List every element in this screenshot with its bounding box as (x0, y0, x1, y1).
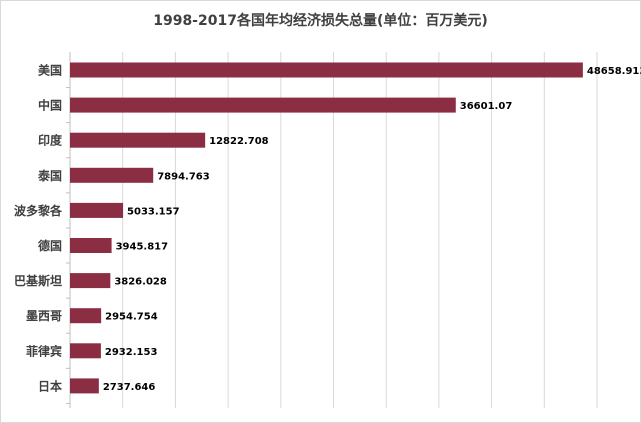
bar (70, 273, 111, 289)
value-label: 7894.763 (157, 171, 210, 182)
category-label: 日本 (38, 378, 62, 393)
category-label: 墨西哥 (26, 309, 62, 323)
value-label: 5033.157 (127, 206, 180, 217)
chart-title: 1998-2017各国年均经济损失总量(单位：百万美元) (153, 13, 488, 29)
category-label: 泰国 (37, 168, 62, 183)
value-label: 2954.754 (105, 312, 158, 323)
bar (70, 343, 101, 359)
value-label: 36601.07 (460, 101, 513, 112)
category-label: 美国 (38, 63, 62, 78)
bar (70, 62, 583, 78)
value-label: 2737.646 (103, 382, 156, 393)
category-label: 德国 (38, 238, 62, 253)
category-label: 巴基斯坦 (14, 273, 62, 288)
bar (70, 167, 154, 183)
bar (70, 97, 456, 113)
value-label: 3945.817 (116, 242, 169, 253)
value-label: 48658.913 (587, 66, 641, 77)
value-label: 12822.708 (209, 136, 269, 147)
bar (70, 378, 99, 394)
bar (70, 238, 112, 253)
value-label: 2932.153 (105, 347, 158, 358)
category-label: 波多黎各 (14, 203, 63, 218)
bar (70, 308, 102, 324)
category-label: 印度 (38, 133, 63, 148)
category-label: 中国 (38, 98, 62, 113)
bar (70, 202, 124, 218)
bar (70, 132, 206, 148)
value-label: 3826.028 (114, 277, 167, 288)
category-label: 菲律宾 (26, 343, 62, 358)
